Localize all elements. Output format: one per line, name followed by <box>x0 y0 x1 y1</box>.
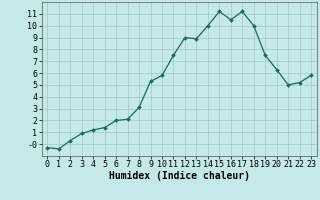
X-axis label: Humidex (Indice chaleur): Humidex (Indice chaleur) <box>109 171 250 181</box>
